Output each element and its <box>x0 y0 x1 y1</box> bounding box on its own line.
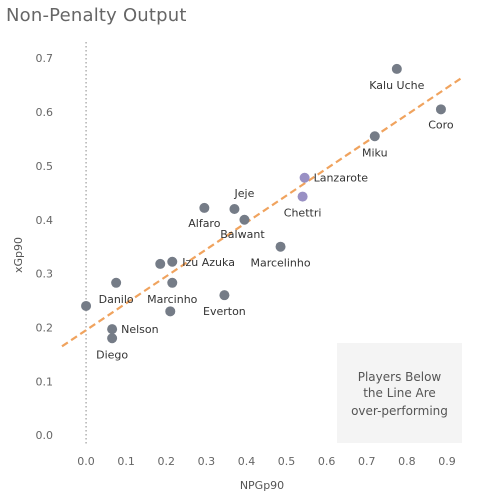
data-point[interactable] <box>275 241 286 252</box>
data-point-label: Nelson <box>121 323 159 336</box>
data-point-label: Diego <box>96 348 128 361</box>
trend-line-group <box>61 76 464 348</box>
data-point[interactable] <box>81 300 92 311</box>
page-title: Non-Penalty Output <box>6 5 187 26</box>
x-tick-label: 0.5 <box>278 455 296 468</box>
data-point[interactable] <box>199 202 210 213</box>
x-axis-title: NPGp90 <box>240 479 284 492</box>
note-line: over-performing <box>351 404 448 418</box>
data-point-label: Marcelinho <box>250 257 310 270</box>
y-tick-label: 0.3 <box>36 268 54 281</box>
data-point-label: Balwant <box>220 228 265 241</box>
x-tick-label: 0.1 <box>117 455 135 468</box>
data-point-labels: Kalu Uche Coro Miku Lanzarote Chettri Jeje Alf… <box>96 79 454 361</box>
data-point[interactable] <box>155 258 166 269</box>
note-line: the Line Are <box>363 386 436 400</box>
note-background <box>337 343 462 443</box>
data-point[interactable] <box>165 306 176 317</box>
x-tick-label: 0.2 <box>158 455 176 468</box>
data-point-label: Marcinho <box>147 293 198 306</box>
data-point[interactable] <box>107 333 118 344</box>
y-tick-label: 0.5 <box>36 160 54 173</box>
data-point-label: Lanzarote <box>314 172 369 185</box>
y-tick-label: 0.6 <box>36 106 54 119</box>
trend-line <box>61 76 464 348</box>
data-point-label: Alfaro <box>188 217 220 230</box>
data-point-label: Miku <box>362 146 388 159</box>
y-tick-label: 0.2 <box>36 321 54 334</box>
x-tick-label: 0.8 <box>398 455 416 468</box>
x-tick-label: 0.6 <box>318 455 336 468</box>
note-box: Players Below the Line Are over-performi… <box>337 343 462 443</box>
data-point[interactable] <box>239 214 250 225</box>
y-axis-title: xGp90 <box>12 237 25 273</box>
data-point[interactable] <box>297 191 308 202</box>
data-point[interactable] <box>107 324 118 335</box>
data-point[interactable] <box>369 131 380 142</box>
y-tick-label: 0.0 <box>36 429 54 442</box>
data-point-label: Danilo <box>99 293 134 306</box>
data-point[interactable] <box>167 277 178 288</box>
data-point[interactable] <box>167 256 178 267</box>
data-point-label: Jeje <box>234 187 255 200</box>
data-point[interactable] <box>435 104 446 115</box>
x-tick-label: 0.7 <box>358 455 376 468</box>
x-tick-label: 0.9 <box>438 455 456 468</box>
x-tick-label: 0.3 <box>198 455 216 468</box>
x-tick-label: 0.0 <box>77 455 95 468</box>
data-point[interactable] <box>299 172 310 183</box>
data-point[interactable] <box>111 277 122 288</box>
data-point[interactable] <box>391 63 402 74</box>
axes: 0.0 0.1 0.2 0.3 0.4 0.5 0.6 0.7 0.0 0.1 0.2 0.3 0.4 0… <box>36 42 456 468</box>
data-point-label: Kalu Uche <box>369 79 424 92</box>
data-point[interactable] <box>219 290 230 301</box>
y-tick-label: 0.7 <box>36 52 54 65</box>
data-point-label: Coro <box>428 118 454 131</box>
note-line: Players Below <box>358 370 442 384</box>
data-point-label: Everton <box>203 305 246 318</box>
y-tick-label: 0.4 <box>36 214 54 227</box>
data-points <box>81 63 446 344</box>
data-point-label: Chettri <box>284 207 322 220</box>
y-tick-label: 0.1 <box>36 375 54 388</box>
x-tick-label: 0.4 <box>238 455 256 468</box>
data-point-label: Izu Azuka <box>182 256 235 269</box>
data-point[interactable] <box>229 203 240 214</box>
